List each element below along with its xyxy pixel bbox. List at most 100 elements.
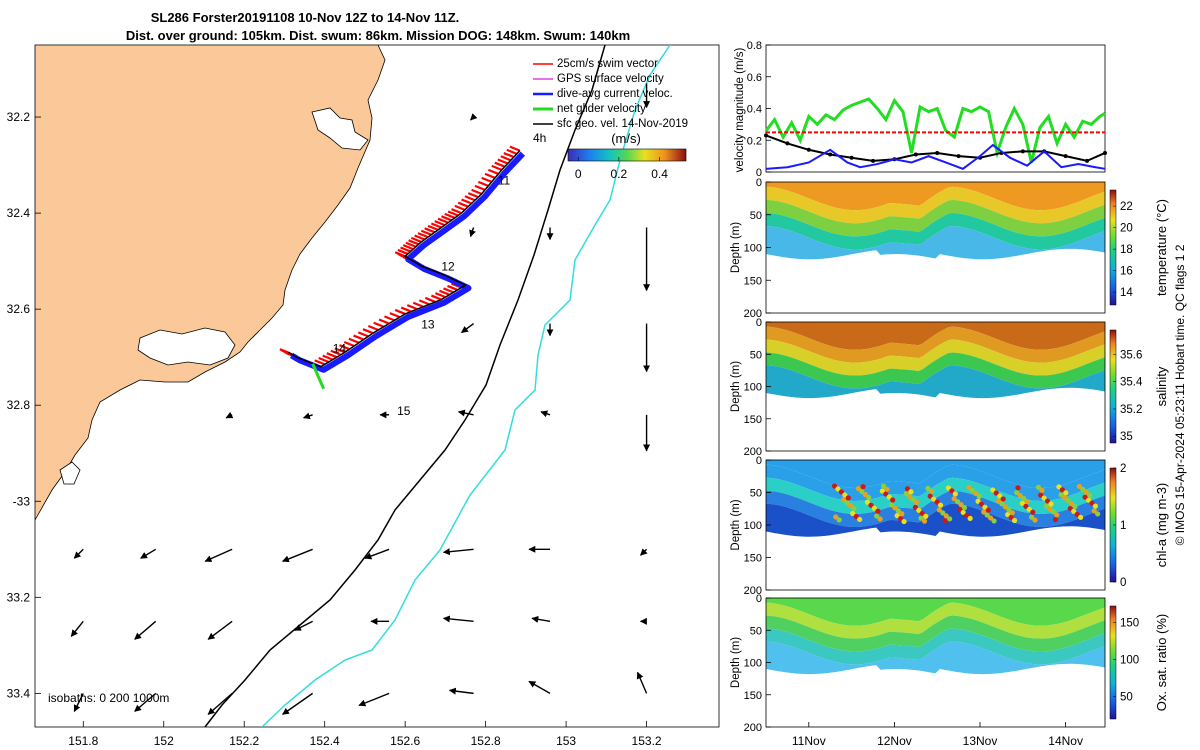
chl-sample-dot <box>894 513 900 519</box>
section-ytick-label: 0 <box>756 177 762 189</box>
chl-sample-dot <box>1002 504 1009 510</box>
day-label: 12 <box>441 260 455 274</box>
swim-vector <box>420 229 432 236</box>
geo-vector-arrow <box>528 680 551 694</box>
geo-vector-arrow <box>540 410 551 418</box>
depth-avg-point <box>785 141 790 146</box>
chl-sample-dot <box>897 515 904 522</box>
chl-sample-dot <box>958 502 964 508</box>
velocity-series-dive-avg-current-veloc- <box>765 143 1106 170</box>
chl-sample-dot <box>991 518 997 524</box>
swim-vector <box>434 220 446 227</box>
geo-vector-arrow <box>70 620 84 637</box>
section-ytick-label: 100 <box>744 243 762 255</box>
chl-sample-dot <box>874 513 880 519</box>
section-layer <box>766 628 1105 665</box>
swim-vector <box>491 164 503 171</box>
section-colorbar-label: 14 <box>1120 287 1133 299</box>
chl-sample-dot <box>1000 496 1006 502</box>
chl-sample-dot <box>947 516 953 522</box>
dive-avg-current-band <box>289 151 526 373</box>
swim-vector <box>362 328 374 335</box>
velocity-series-net-glider-velocity <box>764 97 1106 163</box>
geo-vector-arrow <box>225 411 234 419</box>
chl-sample-dot <box>999 501 1005 507</box>
section-layer <box>766 503 1105 537</box>
chl-sample-dot <box>841 497 847 503</box>
section-colorbar-label: 150 <box>1120 617 1139 629</box>
swim-vector <box>334 347 346 354</box>
chl-sample-dot <box>914 499 920 506</box>
chl-sample-dot <box>964 512 970 519</box>
chl-sample-dot <box>1078 514 1084 520</box>
swim-vector <box>481 176 493 183</box>
swim-vector <box>427 224 439 231</box>
chl-sample-dot <box>919 510 925 516</box>
scale-label-4h: 4h <box>533 131 546 145</box>
chl-sample-dot <box>934 499 940 505</box>
section-layer <box>766 186 1105 224</box>
section-xtick-label: 13Nov <box>963 734 998 748</box>
chl-sample-dot <box>969 487 975 494</box>
day-label: 15 <box>397 404 411 418</box>
depth-avg-point <box>1085 158 1090 163</box>
swim-vector <box>503 152 515 159</box>
chl-sample-dot <box>984 512 990 518</box>
chl-sample-dot <box>879 488 885 494</box>
section-ytick-label: 150 <box>744 553 762 565</box>
swim-vector <box>378 318 390 325</box>
swim-vector <box>343 340 355 347</box>
chl-sample-dot <box>1074 511 1080 517</box>
depth-avg-point <box>935 150 940 155</box>
map-ytick-label: 33.2 <box>7 590 31 604</box>
chl-sample-dot <box>1085 497 1092 503</box>
swim-vector <box>348 337 360 344</box>
geo-vector-arrow <box>293 620 313 631</box>
chl-sample-dot <box>921 518 928 524</box>
colorbar-label: (m/s) <box>611 131 641 146</box>
swim-vector <box>443 287 454 294</box>
map-axes: 151.8 152 152.2 152.4 152.6 152.8 153 153.2 32.2… <box>7 110 662 748</box>
swim-vector <box>444 212 456 219</box>
swim-vector <box>484 172 496 179</box>
chl-sample-dot <box>995 498 1002 504</box>
swim-vector <box>439 289 450 296</box>
swim-vector <box>509 145 521 152</box>
chl-sample-dot <box>928 488 935 494</box>
chl-sample-dot <box>936 507 942 513</box>
chl-sample-dot <box>1043 503 1049 509</box>
chl-sample-dot <box>982 504 988 510</box>
chl-sample-dot <box>990 487 996 493</box>
section-colorbar-label: 1 <box>1120 520 1126 532</box>
section-colorbar <box>1109 605 1117 720</box>
geo-vector-arrow <box>204 548 233 562</box>
colorbar-tick-label: 0.2 <box>611 167 628 181</box>
map-xtick-label: 151.8 <box>68 734 98 748</box>
chl-sample-dot <box>985 507 991 513</box>
chl-sample-dot <box>1061 495 1068 501</box>
section-ytick-label: 0 <box>756 317 762 329</box>
map-ytick-label: 32.8 <box>7 398 31 412</box>
section-layer <box>766 598 1105 626</box>
section-ylabel: Depth (m) <box>730 222 742 273</box>
section-ytick-label: 150 <box>744 414 762 426</box>
depth-avg-point <box>913 152 918 157</box>
map-xtick-label: 152.4 <box>310 734 340 748</box>
swim-vector <box>430 294 442 301</box>
section-layer <box>766 352 1105 389</box>
section-layer <box>766 460 1105 488</box>
chl-sample-dot <box>845 495 851 501</box>
swim-vector <box>500 155 512 162</box>
oxygen-section: 0 50 100 150 200 Depth (m) 50 100 150 Ox. sat. ra… <box>730 593 1169 748</box>
swim-vector <box>394 308 406 315</box>
chl-sample-dot <box>1023 503 1029 509</box>
chl-sample-dot <box>949 488 955 494</box>
section-colorbar-label: 16 <box>1120 266 1133 278</box>
depth-avg-point <box>828 152 833 157</box>
swim-vector <box>487 168 499 175</box>
geo-vector-arrow <box>140 548 157 559</box>
map-ytick-label: 32.6 <box>7 302 31 316</box>
geo-vector-arrow <box>442 615 474 623</box>
net-glider-vector <box>311 363 326 390</box>
